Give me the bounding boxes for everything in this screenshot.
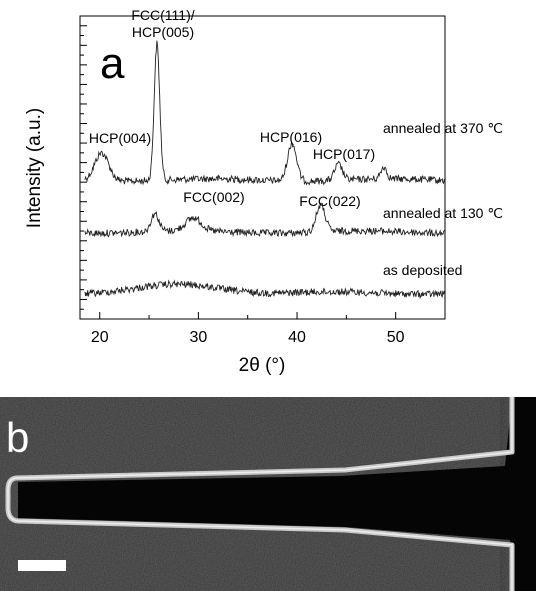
plot-frame (79, 15, 446, 320)
x-axis-ticks: 20 30 40 50 (91, 312, 446, 346)
x-tick-label: 30 (189, 329, 207, 346)
series-labels-group: annealed at 370 ℃ annealed at 130 ℃ as dep… (383, 120, 503, 278)
series-label: as deposited (383, 262, 462, 278)
series-group (84, 40, 446, 299)
series-label: annealed at 370 ℃ (383, 120, 503, 136)
panel-a-label: a (100, 39, 125, 88)
xrd-chart: a 20 30 40 50 FCC(111)/HCP(005) HCP(004) HCP(… (24, 7, 503, 376)
x-tick-label: 40 (288, 329, 306, 346)
y-axis-label: Intensity (a.u.) (24, 108, 45, 228)
channel-wall-highlight (7, 397, 513, 591)
peak-annotation: HCP(016) (260, 129, 322, 145)
series-line (84, 279, 446, 299)
panel-b-label: b (6, 414, 29, 461)
channel-cavity (18, 397, 536, 591)
y-axis-ticks (80, 15, 87, 320)
peak-annotation: FCC(022) (299, 193, 360, 209)
peak-annotation: FCC(111)/ (131, 7, 194, 23)
x-tick-label: 20 (91, 329, 109, 346)
peak-annotation: HCP(005) (132, 24, 194, 40)
peak-annotation: HCP(017) (313, 146, 375, 162)
series-line (84, 40, 446, 186)
x-axis-label: 2θ (°) (239, 355, 286, 376)
series-line (84, 202, 446, 238)
annotations-group: FCC(111)/HCP(005) HCP(004) HCP(016)HCP(017… (89, 7, 375, 209)
scale-bar (18, 560, 66, 571)
peak-annotation: FCC(002) (183, 189, 244, 205)
series-label: annealed at 130 ℃ (383, 205, 503, 221)
peak-annotation: HCP(004) (89, 130, 151, 146)
sem-image: b (0, 397, 536, 591)
x-tick-label: 50 (387, 329, 405, 346)
